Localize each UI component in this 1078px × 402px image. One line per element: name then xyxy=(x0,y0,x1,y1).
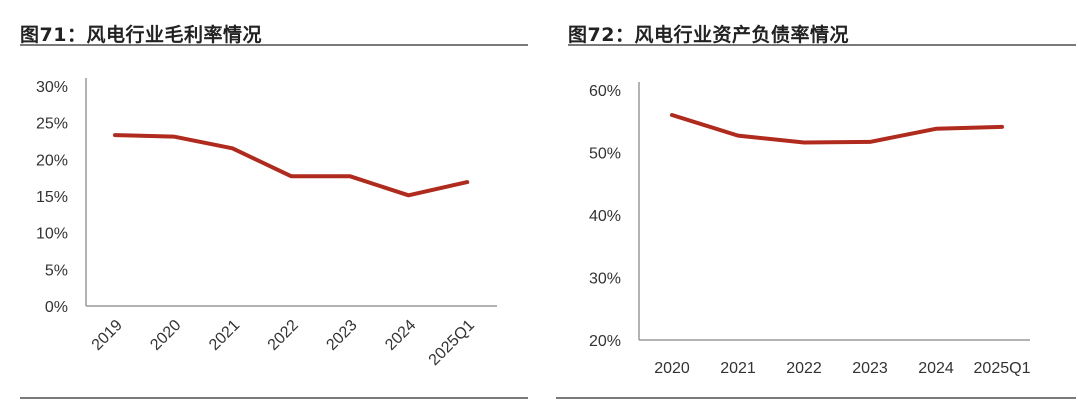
chart-panel-debt-ratio: 图72：风电行业资产负债率情况 20% 30% 40% 50% 60% 2020 2021 2… xyxy=(556,0,1078,402)
x-tick-label: 2021 xyxy=(206,317,243,354)
x-tick-label: 2025Q1 xyxy=(426,317,478,369)
debt-ratio-chart: 20% 30% 40% 50% 60% 2020 2021 2022 2023 2024 2025Q… xyxy=(589,82,1031,377)
y-tick-label: 15% xyxy=(36,189,68,206)
chart-panel-gross-margin: 图71：风电行业毛利率情况 0% 5% 10% 15% 20% 25% 30% 2019 202… xyxy=(0,0,530,402)
x-tick-label: 2019 xyxy=(89,317,126,354)
x-tick-label: 2024 xyxy=(382,317,419,354)
y-tick-label: 30% xyxy=(36,79,68,96)
y-tick-label: 40% xyxy=(589,208,621,225)
series-line xyxy=(113,133,470,198)
gross-margin-chart: 0% 5% 10% 15% 20% 25% 30% 2019 2020 2021 2022 2023 2… xyxy=(36,78,497,369)
chart-title: 图72：风电行业资产负债率情况 xyxy=(568,24,849,46)
x-tick-label: 2024 xyxy=(918,360,954,377)
title-rule xyxy=(568,44,1076,46)
y-tick-label: 30% xyxy=(589,271,621,288)
y-tick-label: 0% xyxy=(45,299,68,316)
y-tick-label: 25% xyxy=(36,116,68,133)
y-tick-label: 20% xyxy=(36,152,68,169)
x-tick-label: 2020 xyxy=(147,317,184,354)
y-tick-label: 50% xyxy=(589,146,621,163)
title-rule xyxy=(20,44,528,46)
x-tick-label: 2022 xyxy=(265,317,302,354)
series-line xyxy=(670,113,1004,145)
x-tick-label: 2021 xyxy=(720,360,756,377)
x-tick-label: 2023 xyxy=(852,360,888,377)
bottom-rule xyxy=(556,397,1076,399)
y-tick-label: 10% xyxy=(36,226,68,243)
x-tick-label: 2025Q1 xyxy=(974,360,1031,377)
y-tick-label: 20% xyxy=(589,333,621,350)
bottom-rule xyxy=(20,397,528,399)
y-tick-label: 5% xyxy=(45,262,68,279)
x-tick-label: 2020 xyxy=(654,360,690,377)
chart-title: 图71：风电行业毛利率情况 xyxy=(20,24,262,46)
y-tick-label: 60% xyxy=(589,83,621,100)
x-tick-label: 2022 xyxy=(786,360,822,377)
x-tick-label: 2023 xyxy=(323,317,360,354)
